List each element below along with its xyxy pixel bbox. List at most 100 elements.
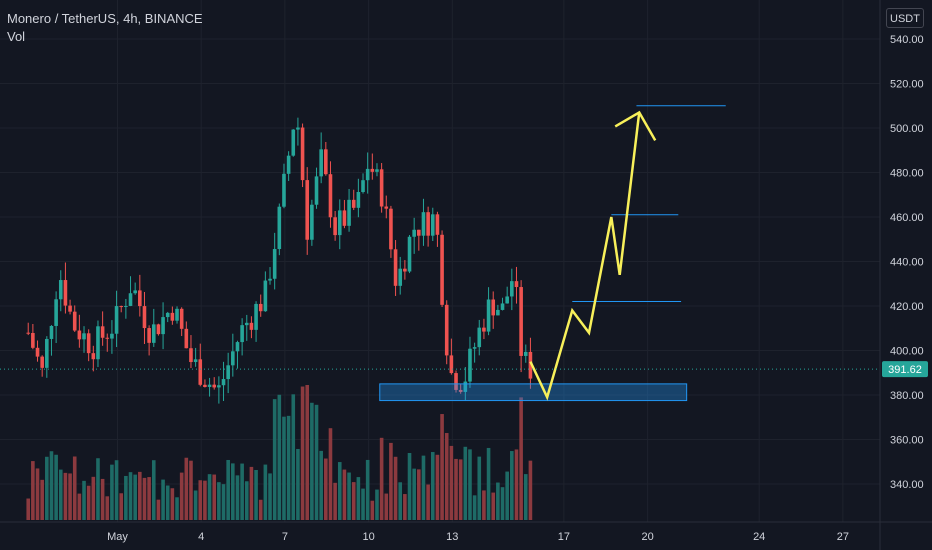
candle-body <box>468 348 472 382</box>
volume-bar <box>54 454 58 520</box>
price-tick-label: 420.00 <box>890 301 924 313</box>
candle-body <box>486 299 491 332</box>
candle-body <box>514 281 519 288</box>
candle-body <box>226 365 230 380</box>
candle-body <box>156 324 161 335</box>
candle-body <box>342 210 347 226</box>
candle-body <box>454 373 458 390</box>
candle-body <box>96 326 100 360</box>
candle-body <box>68 305 72 312</box>
volume-bar <box>514 449 519 520</box>
price-tick-label: 540.00 <box>890 34 924 46</box>
volume-indicator-label[interactable]: Vol <box>7 29 26 44</box>
volume-bar <box>231 463 235 520</box>
price-tick-label: 360.00 <box>890 435 924 447</box>
candle-body <box>49 325 54 339</box>
volume-bar <box>500 487 505 520</box>
candle-body <box>100 326 105 338</box>
candle-body <box>458 389 463 392</box>
candle-body <box>54 299 58 326</box>
volume-bar <box>179 472 184 520</box>
volume-bar <box>221 484 226 520</box>
candle-body <box>463 381 468 392</box>
volume-bar <box>244 481 249 520</box>
currency-button[interactable]: USDT <box>886 8 924 28</box>
candle-body <box>319 149 323 177</box>
volume-bar <box>235 475 240 520</box>
candle-body <box>114 306 119 334</box>
candle-body <box>365 168 370 181</box>
candle-body <box>379 169 384 207</box>
candle-body <box>63 280 68 306</box>
candle-body <box>296 127 300 130</box>
candle-body <box>444 304 449 356</box>
candle-body <box>440 234 444 305</box>
volume-bar <box>100 478 105 520</box>
price-tick-label: 380.00 <box>890 390 924 402</box>
volume-bar <box>170 488 175 520</box>
candle-body <box>119 306 124 308</box>
candle-body <box>361 180 365 193</box>
candle-body <box>449 355 454 374</box>
candle-body <box>151 324 156 343</box>
volume-bar <box>505 471 509 520</box>
volume-bar <box>193 490 198 520</box>
volume-bar <box>49 451 54 520</box>
volume-bar <box>337 462 342 520</box>
volume-bar <box>486 447 491 520</box>
volume-bar <box>226 459 230 520</box>
candle-body <box>491 299 496 316</box>
volume-bar <box>519 397 523 520</box>
volume-bar <box>124 475 128 520</box>
time-tick-label: 27 <box>837 531 849 543</box>
candle-body <box>510 281 514 297</box>
candle-body <box>207 384 212 387</box>
time-axis[interactable]: May 4 7 10 13 17 20 24 27 <box>107 531 849 543</box>
candle-body <box>314 176 319 205</box>
price-axis[interactable]: 340.00 360.00 380.00 400.00 420.00 440.00 460.… <box>890 34 924 491</box>
candle-body <box>305 180 310 240</box>
volume-bar <box>365 459 370 520</box>
symbol-title[interactable]: Monero / TetherUS, 4h, BINANCE <box>7 11 203 26</box>
volume-bar <box>82 480 86 520</box>
candle-body <box>86 333 91 354</box>
volume-bar <box>403 494 407 520</box>
volume-bar <box>324 458 328 520</box>
candle-body <box>179 308 184 329</box>
arrow-head-icon <box>614 110 657 142</box>
candle-body <box>356 192 361 208</box>
candle-body <box>417 229 421 236</box>
volume-bar <box>240 463 244 520</box>
candle-body <box>161 317 165 335</box>
candle-body <box>272 249 277 279</box>
volume-bar <box>96 458 100 520</box>
candle-body <box>198 359 203 385</box>
candle-body <box>189 348 193 363</box>
volume-bar <box>412 468 416 520</box>
volume-bar <box>314 404 319 520</box>
time-tick-label: 24 <box>753 531 765 543</box>
volume-bar <box>156 499 161 520</box>
candle-body <box>482 327 486 332</box>
volume-bar <box>319 450 323 520</box>
volume-bar <box>440 414 444 520</box>
candle-body <box>310 204 314 240</box>
support-zone-box <box>379 383 688 402</box>
volume-bar <box>444 433 449 520</box>
time-tick-label: 17 <box>558 531 570 543</box>
price-tick-label: 400.00 <box>890 346 924 358</box>
volume-bar <box>435 454 440 520</box>
candle-body <box>254 303 258 330</box>
candle-body <box>175 308 179 321</box>
volume-bar <box>263 464 268 520</box>
volume-bar <box>510 451 514 520</box>
volume-bar <box>114 460 119 520</box>
volume-bar <box>421 455 426 520</box>
candle-body <box>235 342 240 352</box>
candle-body <box>91 353 96 360</box>
volume-bars <box>26 385 533 520</box>
volume-bar <box>426 484 430 520</box>
volume-bar <box>528 460 533 520</box>
last-price-value: 391.62 <box>888 364 922 376</box>
